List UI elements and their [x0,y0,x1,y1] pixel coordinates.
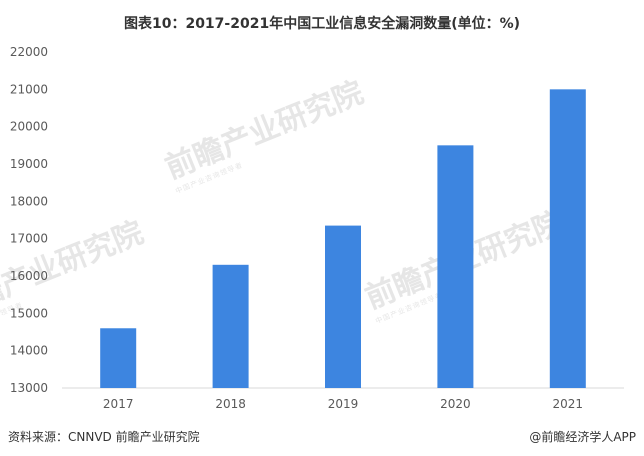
y-tick-label: 19000 [10,157,48,171]
y-tick-label: 15000 [10,306,48,320]
bar-chart: 13000 14000 15000 16000 17000 18000 19000 20000… [10,45,624,411]
bar [212,264,249,388]
bar [549,89,586,388]
y-tick-label: 17000 [10,232,48,246]
y-tick-label: 18000 [10,194,48,208]
credit-note: @前瞻经济学人APP [529,430,636,444]
bar [325,225,361,388]
source-note: 资料来源：CNNVD 前瞻产业研究院 [8,430,200,444]
x-tick-label: 2021 [553,397,584,411]
x-tick-label: 2020 [440,397,471,411]
chart-title: 图表10：2017-2021年中国工业信息安全漏洞数量(单位：%) [123,16,521,32]
y-tick-label: 21000 [10,82,48,96]
x-tick-label: 2018 [215,397,246,411]
y-tick-label: 22000 [10,45,48,59]
x-tick-label: 2019 [328,397,359,411]
y-tick-label: 16000 [10,269,48,283]
y-tick-label: 13000 [10,381,48,395]
y-tick-label: 20000 [10,120,48,134]
x-tick-label: 2017 [103,397,134,411]
bar [437,145,474,388]
bar [100,328,137,388]
y-tick-label: 14000 [10,344,48,358]
